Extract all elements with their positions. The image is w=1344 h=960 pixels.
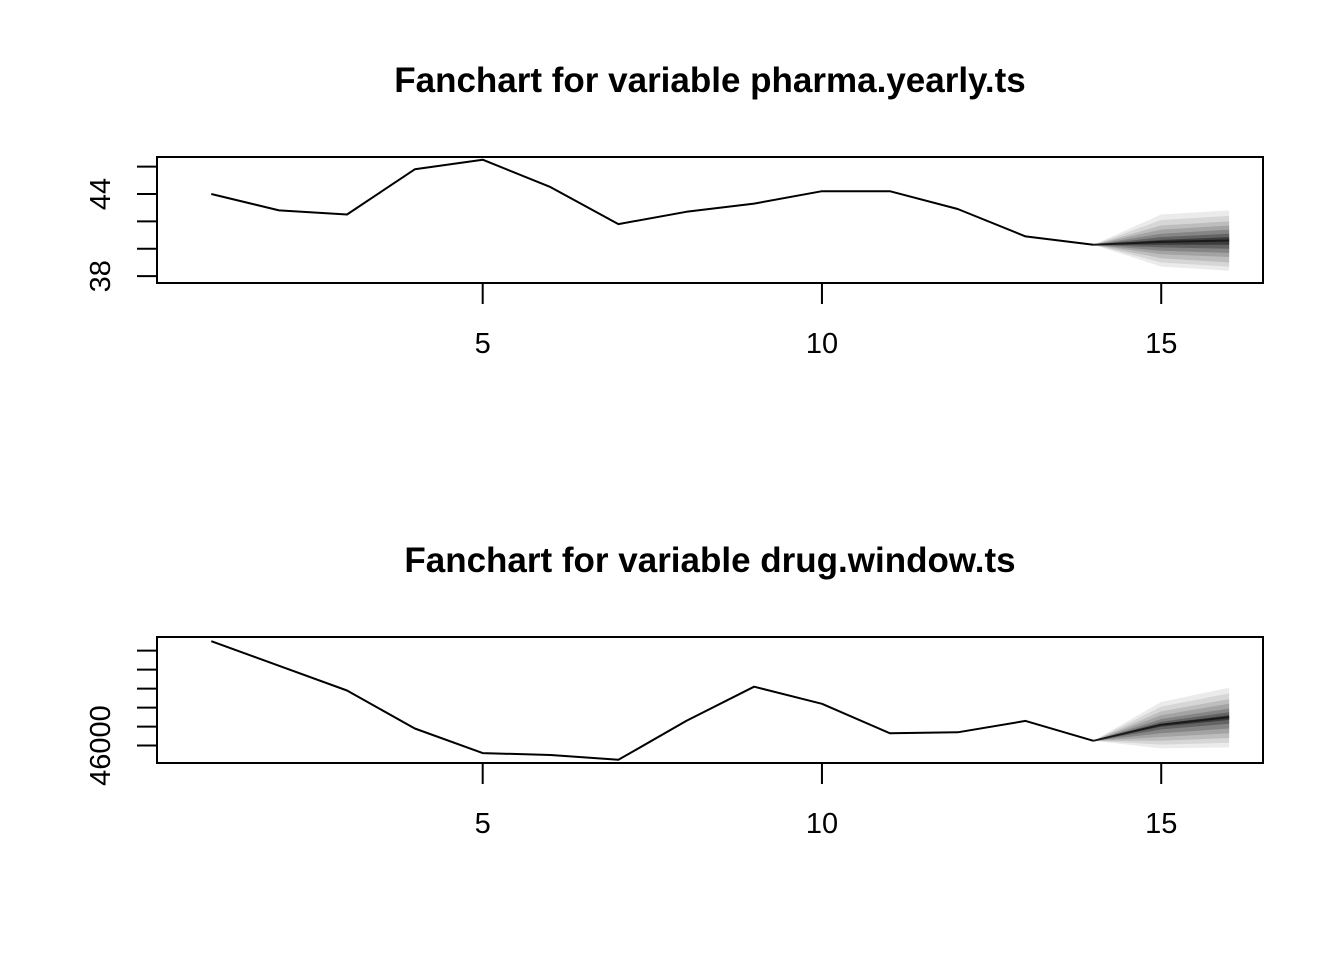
y-tick-label: 38 [85,260,117,292]
fan-center-line [1093,239,1230,246]
series-line [211,158,1094,246]
panel-pharma-yearly: Fanchart for variable pharma.yearly.ts 5… [85,61,1264,360]
x-tick-label: 10 [806,328,838,360]
x-tick-label: 15 [1145,808,1177,840]
x-tick-label: 5 [475,328,491,360]
panel-drug-window: Fanchart for variable drug.window.ts 5 10… [85,541,1264,840]
x-tick-label: 10 [806,808,838,840]
fan-center-line [1093,716,1230,742]
plot-frame [156,156,1264,284]
y-tick-label: 46000 [85,705,117,786]
chart-title: Fanchart for variable pharma.yearly.ts [394,61,1026,100]
series-line [210,640,1094,761]
x-tick-label: 15 [1145,328,1177,360]
x-tick-label: 5 [475,808,491,840]
chart-title: Fanchart for variable drug.window.ts [404,541,1015,580]
plot-frame [156,636,1264,764]
y-tick-label: 44 [85,178,117,210]
